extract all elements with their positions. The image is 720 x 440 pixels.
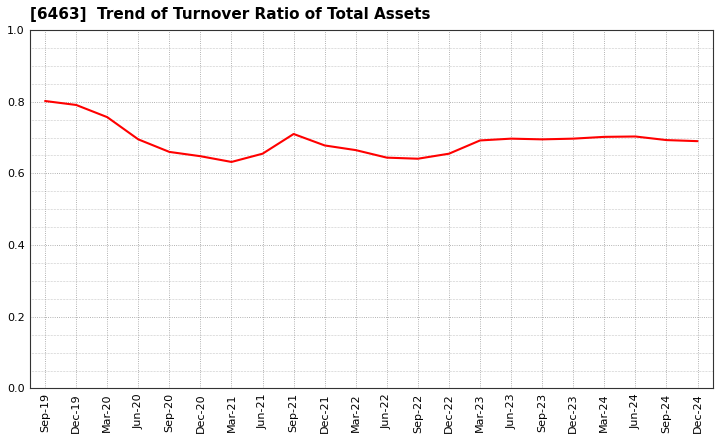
Text: [6463]  Trend of Turnover Ratio of Total Assets: [6463] Trend of Turnover Ratio of Total … <box>30 7 430 22</box>
